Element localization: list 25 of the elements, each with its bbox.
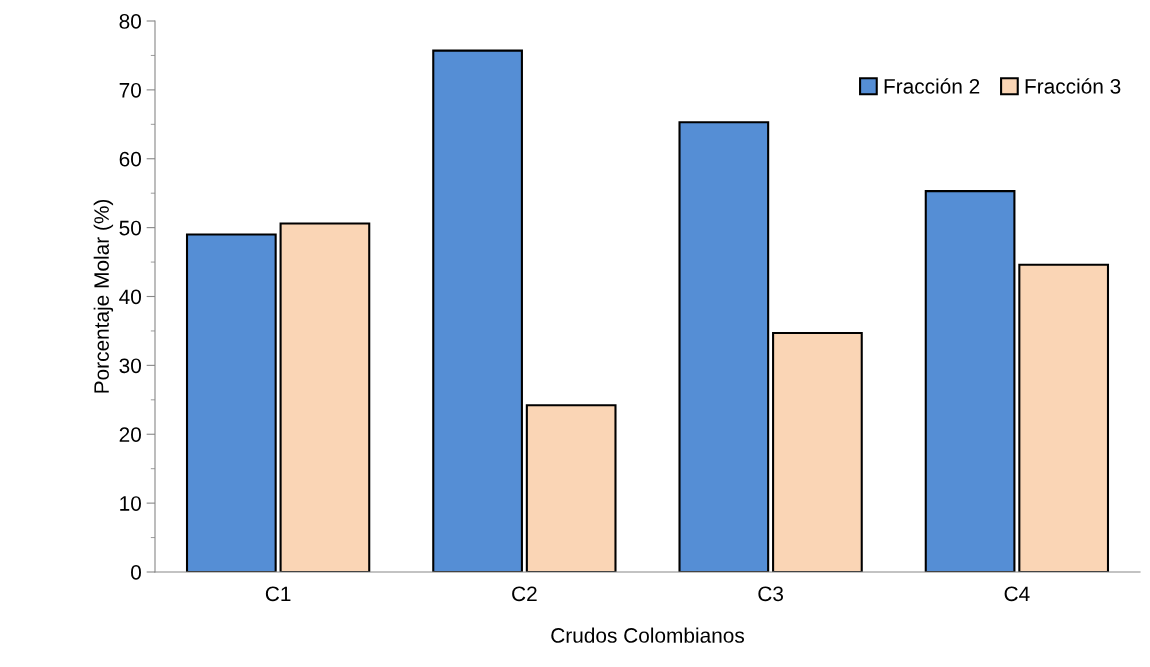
legend-label: Fracción 3	[1025, 78, 1121, 94]
y-tick-label: 20	[119, 427, 141, 442]
bar	[185, 233, 277, 572]
bar	[678, 121, 770, 572]
y-tick-label: 50	[119, 220, 141, 236]
bar	[1018, 263, 1110, 572]
y-tick-label: 60	[119, 151, 141, 167]
bar	[279, 222, 371, 572]
x-tick-label: C4	[1004, 586, 1030, 602]
y-tick-label: 10	[120, 496, 141, 511]
bar	[525, 404, 617, 572]
bar	[924, 190, 1016, 572]
x-tick-label: C3	[758, 586, 784, 602]
y-tick-label: 80	[119, 14, 141, 29]
y-axis-title: Porcentaje Molar (%)	[93, 199, 114, 393]
y-tick-label: 70	[119, 82, 141, 98]
y-tick-label: 40	[119, 289, 141, 305]
y-tick-label: 30	[119, 358, 141, 374]
x-axis-title: Crudos Colombianos	[551, 627, 745, 643]
bar	[772, 331, 863, 572]
x-tick-label: C1	[265, 586, 291, 602]
x-tick-label: C2	[512, 586, 537, 602]
y-tick-label: 0	[131, 565, 141, 580]
legend-label: Fracción 2	[884, 78, 980, 94]
bar	[432, 49, 523, 572]
